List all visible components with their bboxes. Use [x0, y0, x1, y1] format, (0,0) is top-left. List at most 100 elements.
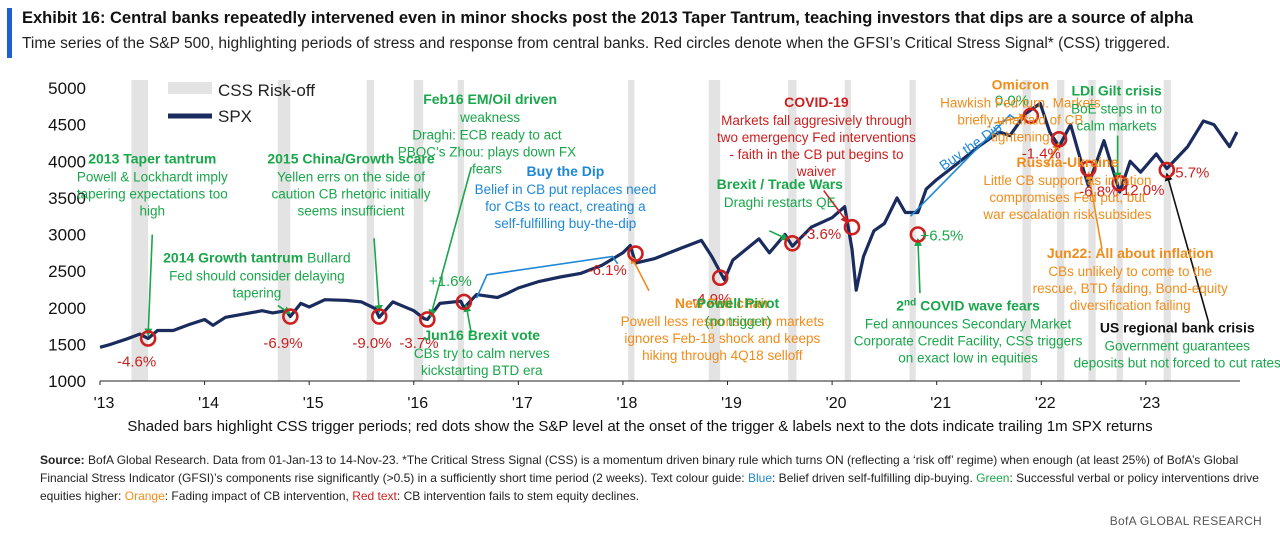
x-tick-label: '20 [826, 395, 847, 412]
legend-spx-label: SPX [218, 107, 252, 126]
annotation-body-line: calm markets [1076, 118, 1157, 133]
x-tick-label: '14 [198, 395, 219, 412]
annotation-body-line: for CBs to react, creating a [485, 199, 646, 214]
css-trigger-circle [1111, 174, 1129, 192]
css-trigger-circle [843, 218, 861, 236]
css-trigger-circle [1022, 107, 1040, 125]
annotation-title: 2013 Taper tantrum [88, 150, 216, 166]
trigger-return-label: -6.8% [1079, 183, 1118, 200]
css-shade-bar [366, 80, 375, 381]
css-shade-bar [1088, 80, 1096, 381]
annotation-arrow [823, 190, 849, 224]
annotation-title: Feb16 EM/Oil driven [423, 91, 557, 107]
y-tick-label: 4500 [48, 116, 86, 135]
y-tick-label: 2000 [48, 299, 86, 318]
annotation-body-line: caution CB rhetoric initially [271, 186, 430, 201]
css-shade-bar [1022, 80, 1031, 381]
annotation-arrow [1164, 172, 1210, 323]
annotation-title: Omicron [992, 76, 1050, 92]
annotation-body-line: Fed should consider delaying [169, 268, 345, 283]
css-shade-bar [277, 80, 291, 381]
legend-green-text: : Successful verbal or policy interventi… [40, 471, 1259, 503]
annotation-arrow [1085, 171, 1103, 250]
legend-red-text: : CB intervention fails to stem equity d… [396, 489, 640, 503]
annotation-body-line: Powell less responsive to markets [621, 314, 825, 329]
x-tick-label: '18 [617, 395, 638, 412]
trigger-return-label: -1.4% [1022, 145, 1061, 162]
exhibit-title: Exhibit 16: Central banks repeatedly int… [22, 9, 1194, 27]
buy-the-dip-bracket-2 [909, 114, 1016, 217]
x-tick-label: '22 [1035, 395, 1056, 412]
annotation-arrow [769, 230, 790, 241]
trigger-return-label: -3.7% [399, 335, 438, 352]
annotation-body-line: PBOC’s Zhou: plays down FX [398, 144, 576, 159]
css-shade-bar [708, 80, 721, 381]
annotation-body-line: diversification failing [1070, 298, 1191, 313]
trigger-return-label: +6.5% [920, 227, 963, 244]
annotation-arrow [144, 234, 154, 337]
css-shade-bar [131, 80, 149, 381]
annotation-body-line: ignores Feb-18 shock and keeps [624, 331, 820, 346]
annotation-arrow [994, 113, 1028, 124]
y-tick-label: 2500 [48, 262, 86, 281]
annotation-body-line: Hawkish Fed turn. Markets [940, 95, 1101, 110]
trigger-return-label: 0.0% [995, 93, 1029, 110]
annotation-body-line: Draghi: ECB ready to act [412, 127, 562, 142]
x-tick-label: '16 [407, 395, 428, 412]
legend-blue-label: Blue [747, 471, 773, 485]
annotation-body-line: Yellen errs on the side of [277, 169, 425, 184]
trigger-return-label: +1.6% [429, 273, 472, 290]
y-tick-label: 1500 [48, 335, 86, 354]
annotation-body-line: weakness [459, 110, 520, 125]
annotation-body-line: on exact low in equities [898, 351, 1038, 366]
css-trigger-circle [711, 269, 729, 287]
annotation-body-line: tapering expectations too [77, 186, 228, 201]
legend-red-label: Red text [352, 489, 397, 503]
trigger-return-label: -12.0% [1117, 182, 1165, 199]
annotation-body-line: war escalation risk subsides [982, 207, 1151, 222]
css-shade-bar [1056, 80, 1065, 381]
y-tick-label: 5000 [48, 79, 86, 98]
annotation-body-line: Fed announces Secondary Market [865, 317, 1072, 332]
x-tick-label: '23 [1139, 395, 1160, 412]
brand-footer: BofA GLOBAL RESEARCH [1109, 514, 1262, 528]
annotation-title: Brexit / Trade Wars [717, 176, 844, 192]
annotation-body-line: Corporate Credit Facility, CSS triggers [854, 334, 1083, 349]
x-tick-label: '19 [721, 395, 742, 412]
y-tick-label: 4000 [48, 152, 86, 171]
annotation-arrow [630, 255, 650, 292]
css-shade-bar [1116, 80, 1123, 381]
css-trigger-circle [1080, 160, 1097, 177]
css-trigger-circle [455, 293, 473, 311]
annotation-body-line: - faith in the CB put begins to [729, 147, 903, 162]
x-tick-label: '21 [930, 395, 951, 412]
css-shade-bar [1163, 80, 1171, 381]
annotation-body-line: two emergency Fed interventions [717, 130, 916, 145]
css-trigger-circle [419, 311, 436, 328]
annotation-title: US regional bank crisis [1100, 320, 1255, 336]
buy-the-dip-bracket [475, 255, 619, 299]
annotation-title: 2nd COVID wave fears [896, 298, 1040, 314]
trigger-return-label: -4.9% [692, 291, 731, 308]
exhibit-subtitle: Time series of the S&P 500, highlighting… [22, 35, 1171, 52]
annotation-body-line: CBs try to calm nerves [414, 346, 550, 361]
css-trigger-circle [784, 234, 801, 252]
y-tick-label: 3000 [48, 226, 86, 245]
chart-note: Shaded bars highlight CSS trigger period… [127, 418, 1153, 435]
x-tick-label: '15 [303, 395, 324, 412]
annotation-title: Jun16 Brexit vote [423, 327, 540, 343]
annotation-body-line: Markets fall aggresively through [721, 113, 912, 128]
css-trigger-circle [627, 245, 644, 262]
annotation-title: Buy the Dip [527, 163, 605, 179]
trigger-return-label: -9.0% [352, 335, 391, 352]
annotation-body-line: Draghi restarts QE [724, 195, 836, 210]
footnote: Source: BofA Global Research. Data from … [40, 451, 1260, 505]
css-shade-bar [413, 80, 424, 381]
annotation-title: Russia-Ukraine [1016, 154, 1118, 170]
trigger-return-label: -3.6% [802, 226, 841, 243]
title-accent-bar [7, 8, 12, 58]
css-trigger-circle [139, 330, 157, 347]
annotation-arrow [428, 166, 473, 318]
y-tick-label: 1000 [48, 372, 86, 391]
annotation-arrow [914, 237, 923, 294]
